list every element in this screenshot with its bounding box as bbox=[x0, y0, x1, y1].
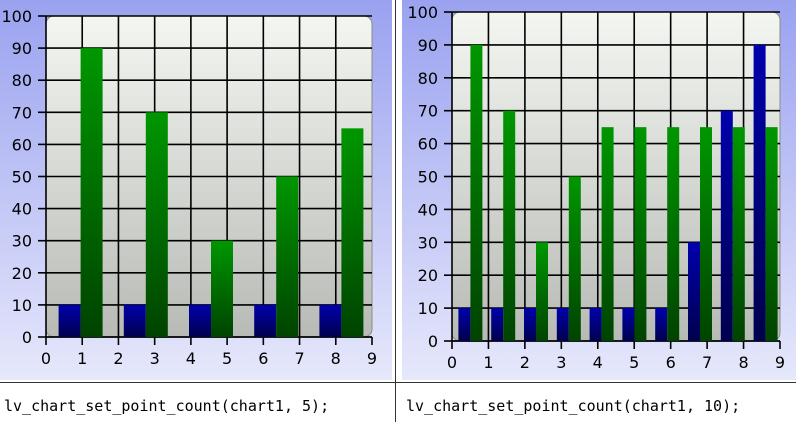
bar-series-2-point-1 bbox=[80, 48, 103, 337]
bar-series-2-point-4 bbox=[276, 176, 299, 337]
x-tick-label: 8 bbox=[738, 353, 748, 372]
y-tick-label: 70 bbox=[12, 103, 32, 122]
x-tick-label: 0 bbox=[41, 349, 51, 368]
bar-chart-5-points: 0 10 20 30 40 50 60 70 80 90 100 0 1 2 3 4 5 6 7 8 9 bbox=[0, 0, 392, 380]
y-tick-label: 20 bbox=[418, 266, 438, 285]
bar-series-1-point-3 bbox=[524, 308, 536, 341]
bar-series-1-point-7 bbox=[655, 308, 668, 341]
bar-series-2-point-6 bbox=[634, 127, 647, 342]
bar-series-2-point-10 bbox=[765, 127, 778, 342]
vertical-divider bbox=[395, 0, 396, 422]
x-tick-label: 8 bbox=[331, 349, 341, 368]
y-tick-label: 100 bbox=[1, 7, 32, 26]
x-tick-label: 9 bbox=[367, 349, 377, 368]
bar-series-1-point-4 bbox=[254, 304, 277, 337]
chart-panel-10-points: 0 10 20 30 40 50 60 70 80 90 100 0 1 2 3 4 5 6 7 8 9 bbox=[402, 0, 796, 380]
bar-series-1-point-1 bbox=[458, 308, 471, 341]
bar-series-2-point-9 bbox=[732, 127, 745, 342]
y-tick-label: 60 bbox=[418, 135, 438, 154]
bar-series-2-point-4 bbox=[568, 176, 581, 341]
x-tick-label: 2 bbox=[520, 353, 530, 372]
caption-left: lv_chart_set_point_count(chart1, 5); bbox=[4, 397, 330, 415]
y-tick-label: 0 bbox=[428, 332, 438, 351]
y-tick-label: 60 bbox=[12, 135, 32, 154]
x-tick-label: 7 bbox=[702, 353, 712, 372]
bar-series-2-point-5 bbox=[341, 128, 364, 337]
y-tick-label: 50 bbox=[418, 168, 438, 187]
bar-series-2-point-8 bbox=[700, 127, 712, 342]
bar-series-1-point-8 bbox=[688, 242, 700, 341]
bar-series-1-point-5 bbox=[589, 308, 602, 341]
y-tick-label: 10 bbox=[418, 299, 438, 318]
x-tick-label: 6 bbox=[258, 349, 268, 368]
y-tick-label: 20 bbox=[12, 264, 32, 283]
bar-series-1-point-1 bbox=[58, 304, 81, 337]
bar-series-2-point-5 bbox=[601, 127, 614, 342]
x-tick-label: 7 bbox=[294, 349, 304, 368]
x-tick-label: 3 bbox=[150, 349, 160, 368]
chart-panel-5-points: 0 10 20 30 40 50 60 70 80 90 100 0 1 2 3 4 5 6 7 8 9 bbox=[0, 0, 392, 380]
x-tick-label: 3 bbox=[556, 353, 566, 372]
y-tick-label: 40 bbox=[418, 200, 438, 219]
x-tick-label: 1 bbox=[483, 353, 493, 372]
y-tick-label: 100 bbox=[407, 3, 438, 22]
x-tick-label: 0 bbox=[447, 353, 457, 372]
bar-series-2-point-2 bbox=[503, 110, 516, 341]
bar-series-1-point-2 bbox=[123, 304, 146, 337]
y-tick-label: 90 bbox=[418, 36, 438, 55]
caption-right: lv_chart_set_point_count(chart1, 10); bbox=[406, 397, 741, 415]
bar-series-2-point-3 bbox=[536, 242, 548, 341]
x-tick-label: 4 bbox=[593, 353, 603, 372]
y-tick-label: 40 bbox=[12, 200, 32, 219]
bar-series-2-point-1 bbox=[470, 44, 483, 342]
x-tick-label: 2 bbox=[113, 349, 123, 368]
x-tick-label: 5 bbox=[222, 349, 232, 368]
horizontal-divider bbox=[0, 382, 796, 383]
x-tick-label: 4 bbox=[186, 349, 196, 368]
bar-chart-10-points: 0 10 20 30 40 50 60 70 80 90 100 0 1 2 3 4 5 6 7 8 9 bbox=[402, 0, 796, 380]
y-tick-label: 30 bbox=[12, 232, 32, 251]
x-tick-label: 9 bbox=[775, 353, 785, 372]
bar-series-1-point-3 bbox=[189, 304, 211, 337]
bar-series-2-point-7 bbox=[667, 127, 680, 342]
y-tick-label: 80 bbox=[12, 71, 32, 90]
y-tick-label: 30 bbox=[418, 233, 438, 252]
bar-series-2-point-2 bbox=[145, 112, 168, 337]
bar-series-2-point-3 bbox=[211, 240, 233, 337]
y-tick-label: 80 bbox=[418, 69, 438, 88]
y-tick-label: 0 bbox=[22, 328, 32, 347]
bar-series-1-point-4 bbox=[556, 308, 569, 341]
y-tick-label: 10 bbox=[12, 296, 32, 315]
y-tick-label: 50 bbox=[12, 168, 32, 187]
x-tick-label: 5 bbox=[629, 353, 639, 372]
y-tick-label: 70 bbox=[418, 102, 438, 121]
bar-series-1-point-10 bbox=[753, 44, 766, 342]
bar-series-1-point-9 bbox=[720, 110, 733, 341]
bar-series-1-point-6 bbox=[622, 308, 635, 341]
bar-series-1-point-2 bbox=[491, 308, 504, 341]
x-tick-label: 6 bbox=[666, 353, 676, 372]
y-tick-label: 90 bbox=[12, 39, 32, 58]
x-tick-label: 1 bbox=[77, 349, 87, 368]
bar-series-1-point-5 bbox=[319, 304, 342, 337]
